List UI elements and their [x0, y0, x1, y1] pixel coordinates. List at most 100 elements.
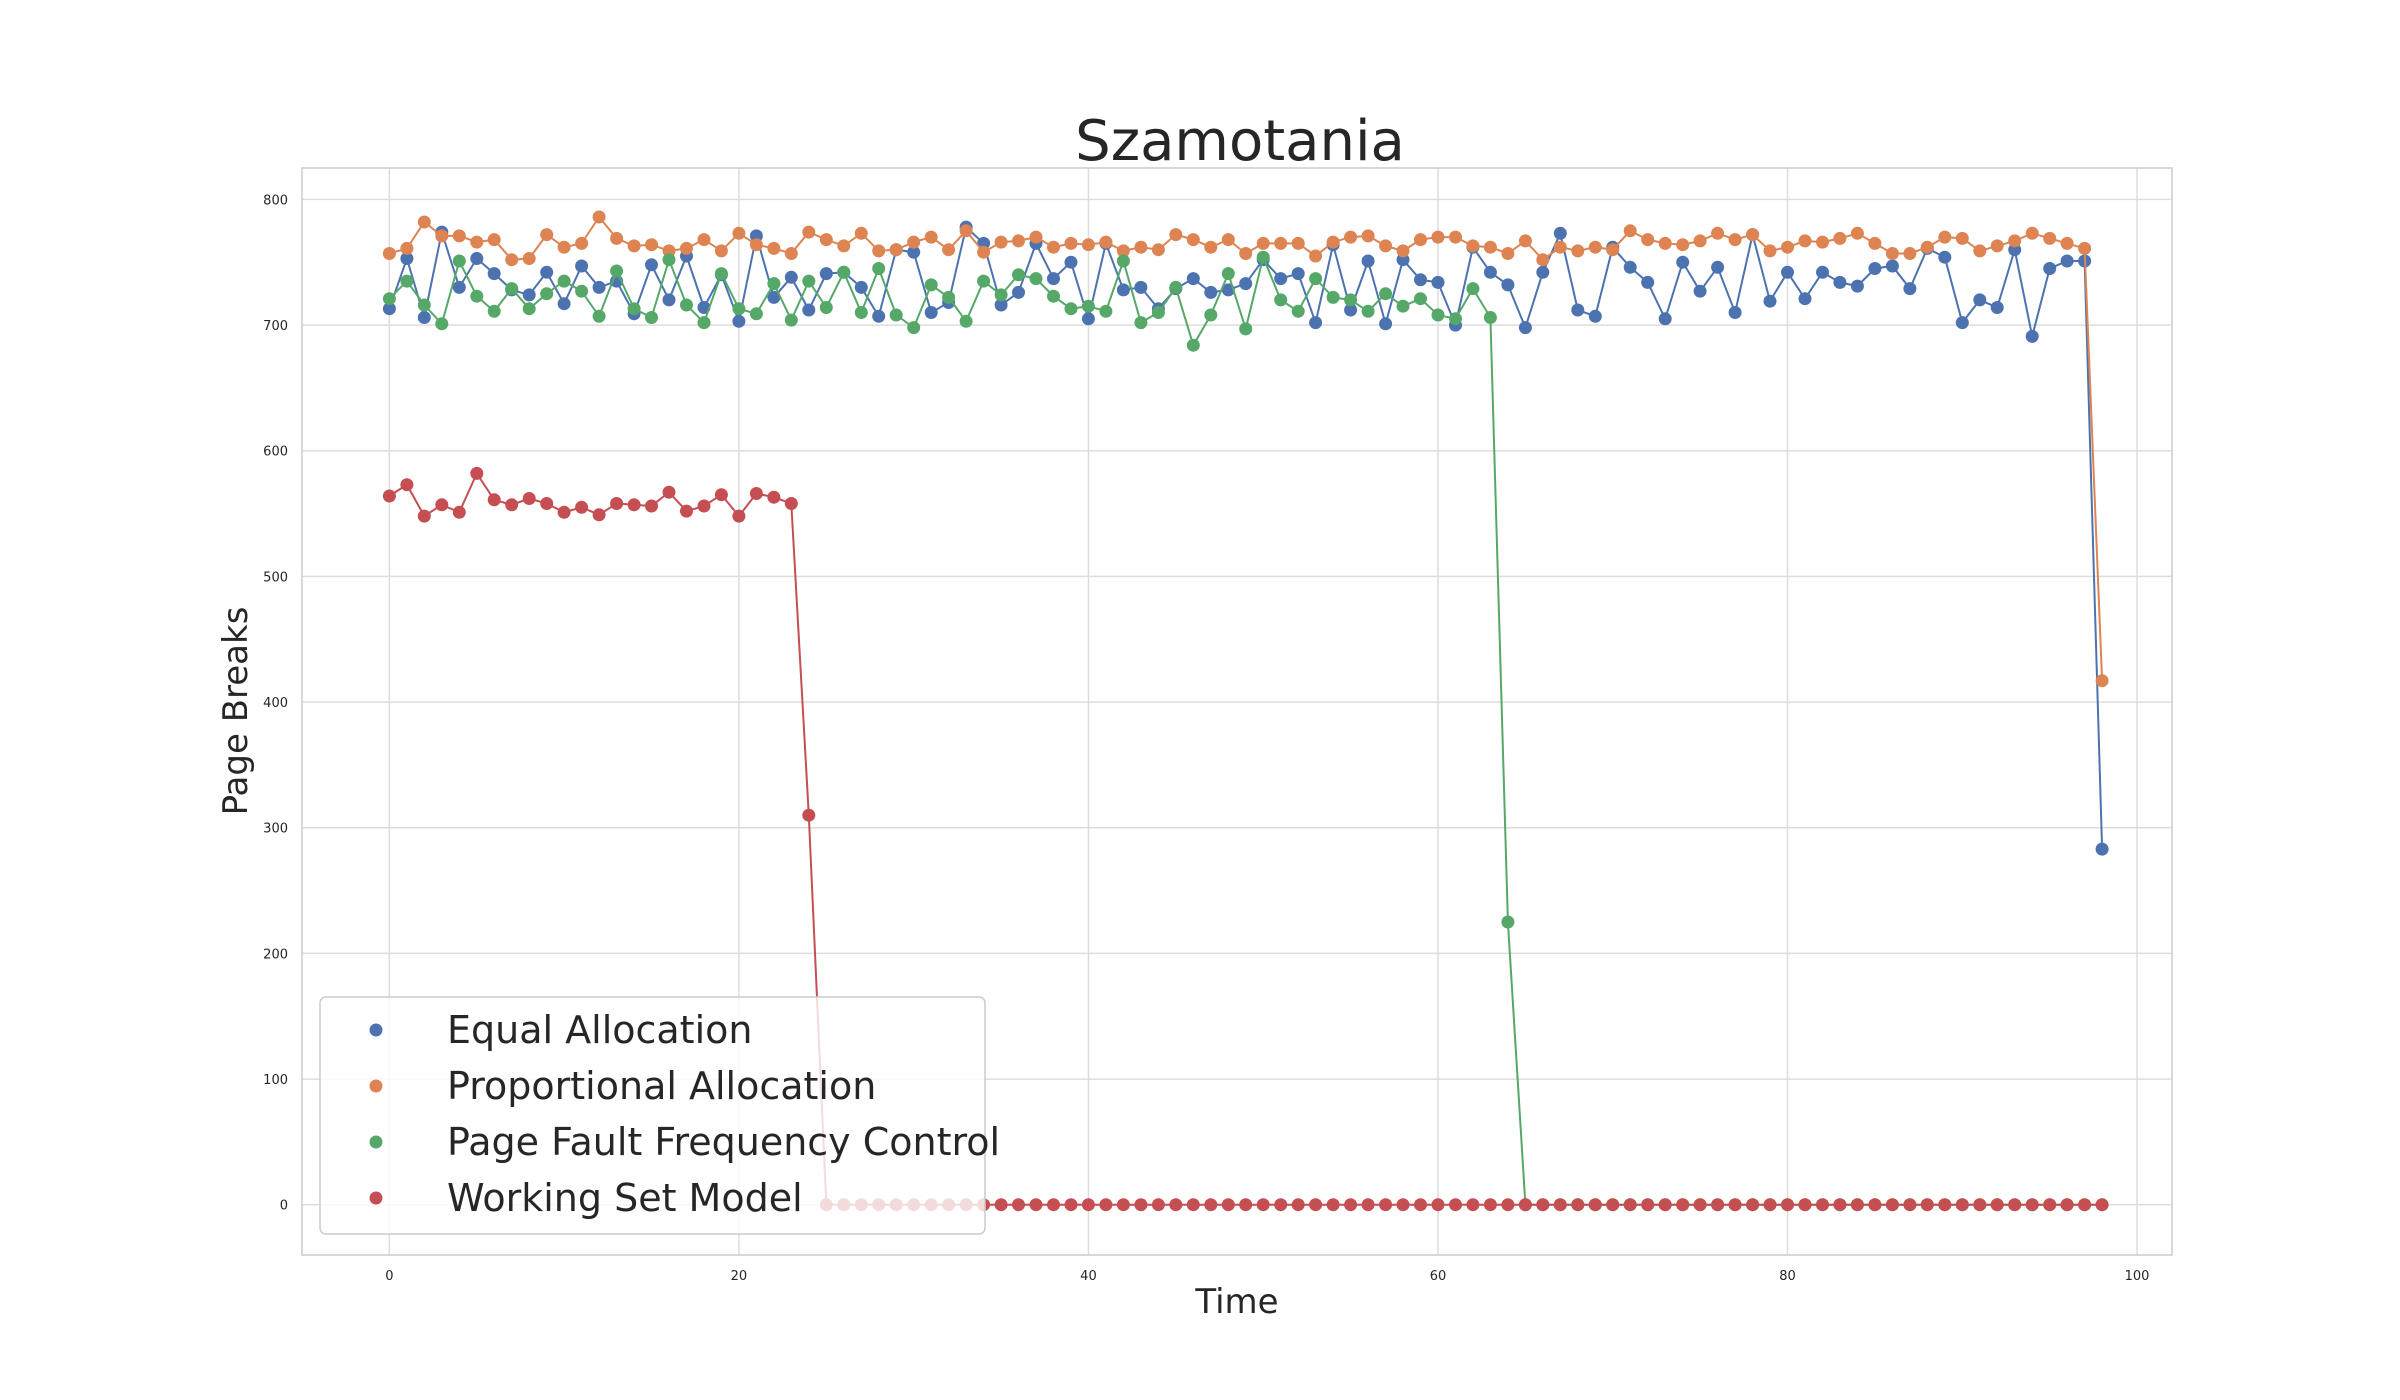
data-point — [1728, 1198, 1742, 1212]
data-point — [1518, 234, 1532, 248]
legend-entry: Equal Allocation — [447, 1008, 752, 1052]
data-point — [610, 497, 624, 510]
data-point — [802, 225, 816, 239]
data-point — [2095, 842, 2109, 856]
data-point — [1431, 308, 1445, 322]
data-point — [435, 317, 449, 331]
data-point — [1431, 1198, 1445, 1212]
data-point — [1850, 279, 1864, 293]
y-tick-label: 0 — [280, 1199, 288, 1214]
data-point — [1064, 255, 1078, 269]
data-point — [557, 240, 571, 254]
data-point — [1344, 1198, 1358, 1212]
data-point — [1449, 1198, 1462, 1212]
data-point — [1029, 1198, 1043, 1212]
data-point — [1658, 236, 1672, 250]
data-point — [1186, 272, 1200, 286]
chart-title: Szamotania — [1075, 109, 1405, 174]
data-point — [907, 235, 921, 249]
data-point — [1291, 267, 1305, 281]
data-point — [1658, 1198, 1672, 1212]
data-point — [557, 297, 571, 311]
legend-box — [319, 996, 986, 1235]
data-point — [382, 489, 396, 503]
data-point — [819, 301, 833, 314]
data-point — [802, 303, 816, 317]
data-point — [1903, 282, 1917, 296]
x-tick-label: 100 — [2125, 1269, 2150, 1284]
data-point — [417, 215, 431, 229]
data-point — [1571, 244, 1585, 258]
data-point — [1623, 260, 1637, 274]
data-point — [2095, 1198, 2109, 1212]
data-point — [1239, 1198, 1253, 1212]
data-point — [1064, 236, 1078, 250]
y-tick-label: 200 — [263, 947, 288, 962]
tick-labels: 0 20 40 60 80 100 0 100 200 300 400 500 600 700 800 — [263, 193, 2149, 1284]
data-point — [1781, 265, 1794, 279]
data-point — [749, 307, 763, 321]
data-point — [2025, 226, 2039, 240]
data-point — [1518, 1198, 1532, 1212]
data-point — [1833, 275, 1847, 289]
data-point — [1623, 224, 1637, 238]
data-point — [1588, 240, 1602, 254]
data-point — [1798, 292, 1812, 306]
y-tick-label: 400 — [263, 696, 288, 711]
data-point — [1309, 316, 1323, 330]
data-point — [452, 280, 466, 294]
data-point — [505, 498, 519, 512]
data-point — [732, 509, 746, 523]
data-point — [1291, 1198, 1305, 1212]
data-point — [1781, 1198, 1794, 1212]
data-point — [1204, 1198, 1218, 1212]
data-point — [1326, 235, 1340, 249]
data-point — [645, 238, 658, 252]
data-point — [942, 290, 956, 304]
data-point — [802, 808, 816, 822]
data-point — [400, 274, 414, 288]
data-point — [1414, 233, 1427, 247]
data-point — [1641, 1198, 1655, 1212]
data-point — [1763, 1198, 1777, 1212]
data-point — [400, 252, 414, 265]
data-point — [1029, 272, 1043, 286]
data-point — [1920, 1198, 1934, 1212]
data-point — [1816, 265, 1829, 279]
data-point — [610, 264, 624, 278]
data-point — [645, 311, 658, 324]
data-point — [2060, 254, 2074, 268]
data-point — [1379, 239, 1393, 253]
data-point — [749, 487, 763, 500]
data-point — [2060, 236, 2074, 250]
data-point — [1256, 1198, 1270, 1212]
data-point — [2008, 1198, 2022, 1212]
data-point — [1850, 1198, 1864, 1212]
data-point — [1483, 311, 1497, 324]
data-point — [575, 236, 589, 250]
data-point — [714, 488, 728, 502]
x-tick-label: 80 — [1779, 1269, 1796, 1284]
data-point — [1274, 1198, 1288, 1212]
x-tick-label: 60 — [1430, 1269, 1447, 1284]
data-point — [854, 226, 868, 240]
data-point — [1186, 1198, 1200, 1212]
data-point — [1256, 250, 1270, 264]
data-point — [592, 280, 606, 294]
data-point — [1938, 250, 1952, 264]
data-point — [889, 308, 903, 322]
data-point — [994, 288, 1008, 302]
data-point — [1693, 1198, 1707, 1212]
data-point — [1029, 230, 1043, 244]
data-point — [1728, 233, 1742, 247]
data-point — [1431, 230, 1445, 244]
x-tick-label: 0 — [385, 1269, 393, 1284]
data-point — [749, 238, 763, 252]
data-point — [1361, 304, 1375, 318]
data-point — [1466, 282, 1480, 296]
data-point — [1396, 299, 1410, 313]
data-point — [1449, 312, 1462, 326]
data-point — [1973, 293, 1987, 307]
data-point — [1588, 309, 1602, 323]
